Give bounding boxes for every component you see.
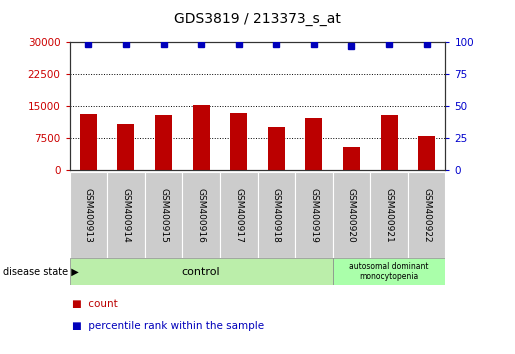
Bar	[381, 115, 398, 170]
Text: ■  percentile rank within the sample: ■ percentile rank within the sample	[72, 321, 264, 331]
Text: control: control	[182, 267, 220, 277]
Bar	[258, 172, 295, 258]
Bar	[193, 105, 210, 170]
Bar	[70, 258, 333, 285]
Bar	[117, 124, 134, 170]
Bar	[107, 172, 145, 258]
Text: GSM400920: GSM400920	[347, 188, 356, 242]
Text: GSM400917: GSM400917	[234, 188, 243, 242]
Bar	[80, 114, 97, 170]
Bar	[268, 127, 285, 170]
Text: GSM400922: GSM400922	[422, 188, 431, 242]
Bar	[230, 113, 247, 170]
Text: GSM400921: GSM400921	[385, 188, 393, 242]
Bar	[370, 172, 408, 258]
Bar	[418, 136, 435, 170]
Bar	[295, 172, 333, 258]
Text: disease state ▶: disease state ▶	[3, 267, 78, 277]
Bar	[408, 172, 445, 258]
Bar	[70, 172, 107, 258]
Text: GSM400918: GSM400918	[272, 188, 281, 242]
Text: GSM400914: GSM400914	[122, 188, 130, 242]
Bar	[155, 115, 172, 170]
Bar	[343, 147, 360, 170]
Bar	[182, 172, 220, 258]
Bar	[333, 258, 445, 285]
Text: GSM400915: GSM400915	[159, 188, 168, 242]
Text: autosomal dominant
monocytopenia: autosomal dominant monocytopenia	[349, 262, 429, 281]
Text: ■  count: ■ count	[72, 299, 118, 309]
Text: GDS3819 / 213373_s_at: GDS3819 / 213373_s_at	[174, 12, 341, 27]
Text: GSM400913: GSM400913	[84, 188, 93, 242]
Bar	[220, 172, 258, 258]
Text: GSM400916: GSM400916	[197, 188, 205, 242]
Bar	[305, 118, 322, 170]
Bar	[333, 172, 370, 258]
Bar	[145, 172, 182, 258]
Text: GSM400919: GSM400919	[310, 188, 318, 242]
